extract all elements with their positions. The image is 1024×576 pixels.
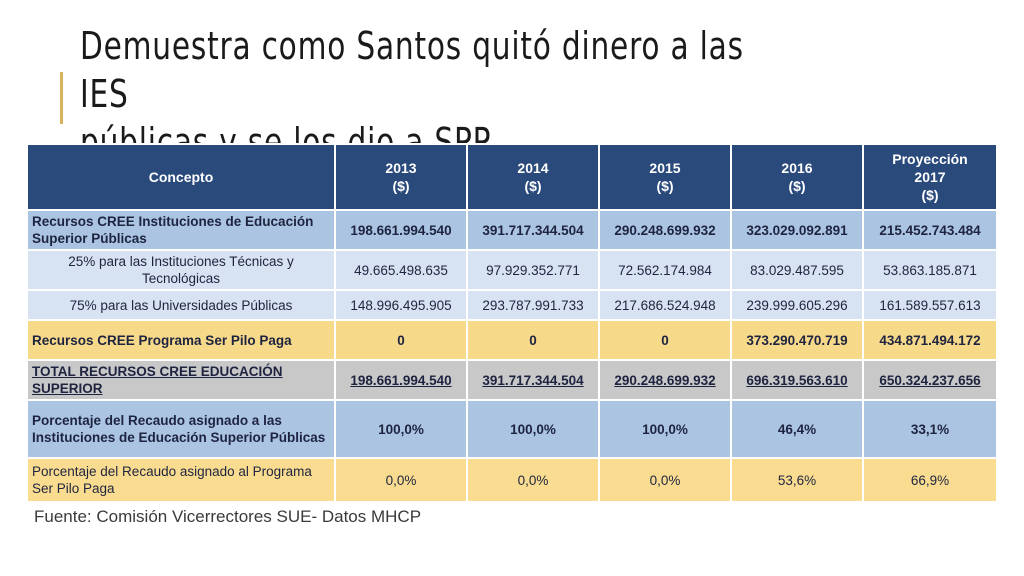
cell-2013: 0,0%: [334, 457, 468, 503]
cell-2017: 33,1%: [862, 399, 998, 459]
cell-2015: 290.248.699.932: [598, 209, 732, 251]
row-label: Recursos CREE Programa Ser Pilo Paga: [26, 319, 336, 361]
header-proyeccion-2017: Proyección 2017 ($): [862, 143, 998, 211]
cell-2014: 293.787.991.733: [466, 289, 600, 321]
cell-2017: 53.863.185.871: [862, 249, 998, 291]
cell-2017: 434.871.494.172: [862, 319, 998, 361]
table-row-pct-spp: Porcentaje del Recaudo asignado al Progr…: [26, 457, 998, 503]
cell-2016: 323.029.092.891: [730, 209, 864, 251]
cell-2014: 391.717.344.504: [466, 359, 600, 401]
table-row-25-tecnicas: 25% para las Instituciones Técnicas y Te…: [26, 249, 998, 291]
header-2014: 2014 ($): [466, 143, 600, 211]
cell-2016: 239.999.605.296: [730, 289, 864, 321]
cell-2016: 373.290.470.719: [730, 319, 864, 361]
header-2016: 2016 ($): [730, 143, 864, 211]
table-row-recursos-ies: Recursos CREE Instituciones de Educación…: [26, 209, 998, 251]
header-2013: 2013 ($): [334, 143, 468, 211]
cell-2013: 49.665.498.635: [334, 249, 468, 291]
cell-2013: 148.996.495.905: [334, 289, 468, 321]
header-concepto: Concepto: [26, 143, 336, 211]
source-note: Fuente: Comisión Vicerrectores SUE- Dato…: [34, 507, 422, 526]
cree-resources-table: Concepto 2013 ($) 2014 ($) 2015 ($) 2016 ($)…: [26, 143, 998, 503]
cell-2015: 72.562.174.984: [598, 249, 732, 291]
cell-2016: 696.319.563.610: [730, 359, 864, 401]
cell-2016: 53,6%: [730, 457, 864, 503]
cell-2014: 97.929.352.771: [466, 249, 600, 291]
row-label: Porcentaje del Recaudo asignado a las In…: [26, 399, 336, 459]
table-row-75-universidades: 75% para las Universidades Públicas 148.…: [26, 289, 998, 321]
cell-2014: 0: [466, 319, 600, 361]
title-accent-bar: [60, 72, 63, 124]
cell-2016: 83.029.487.595: [730, 249, 864, 291]
header-2015: 2015 ($): [598, 143, 732, 211]
cell-2015: 0: [598, 319, 732, 361]
cell-2016: 46,4%: [730, 399, 864, 459]
slide-title-line-1: Demuestra como Santos quitó dinero a las…: [80, 24, 744, 116]
cell-2013: 100,0%: [334, 399, 468, 459]
table-row-recursos-spp: Recursos CREE Programa Ser Pilo Paga 0 0…: [26, 319, 998, 361]
row-label: TOTAL RECURSOS CREE EDUCACIÓN SUPERIOR: [26, 359, 336, 401]
table-row-total: TOTAL RECURSOS CREE EDUCACIÓN SUPERIOR 1…: [26, 359, 998, 401]
cell-2014: 0,0%: [466, 457, 600, 503]
table-row-pct-ies: Porcentaje del Recaudo asignado a las In…: [26, 399, 998, 459]
cell-2015: 290.248.699.932: [598, 359, 732, 401]
cell-2015: 217.686.524.948: [598, 289, 732, 321]
cell-2013: 198.661.994.540: [334, 359, 468, 401]
cell-2017: 66,9%: [862, 457, 998, 503]
cell-2014: 100,0%: [466, 399, 600, 459]
cell-2015: 0,0%: [598, 457, 732, 503]
cell-2017: 215.452.743.484: [862, 209, 998, 251]
row-label: 75% para las Universidades Públicas: [26, 289, 336, 321]
cell-2017: 650.324.237.656: [862, 359, 998, 401]
cell-2015: 100,0%: [598, 399, 732, 459]
cell-2014: 391.717.344.504: [466, 209, 600, 251]
cell-2013: 198.661.994.540: [334, 209, 468, 251]
table-header-row: Concepto 2013 ($) 2014 ($) 2015 ($) 2016 ($)…: [26, 143, 998, 211]
cell-2017: 161.589.557.613: [862, 289, 998, 321]
cell-2013: 0: [334, 319, 468, 361]
row-label: 25% para las Instituciones Técnicas y Te…: [26, 249, 336, 291]
row-label: Porcentaje del Recaudo asignado al Progr…: [26, 457, 336, 503]
row-label: Recursos CREE Instituciones de Educación…: [26, 209, 336, 251]
